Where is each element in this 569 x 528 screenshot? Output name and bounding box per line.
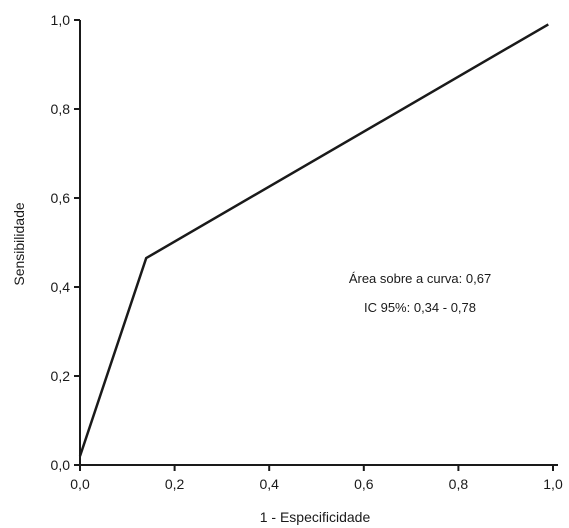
x-tick-label: 1,0 <box>543 476 563 492</box>
x-tick-label: 0,4 <box>259 476 279 492</box>
x-tick-label: 0,8 <box>449 476 469 492</box>
x-tick-label: 0,6 <box>354 476 374 492</box>
axes <box>79 20 558 466</box>
y-tick-label: 0,2 <box>51 368 71 384</box>
y-tick-label: 1,0 <box>51 12 71 28</box>
annotation-ci: IC 95%: 0,34 - 0,78 <box>364 300 476 315</box>
y-axis-title: Sensibilidade <box>11 202 27 285</box>
y-tick-label: 0,4 <box>51 279 71 295</box>
annotation-auc: Área sobre a curva: 0,67 <box>349 271 491 286</box>
y-tick-label: 0,0 <box>51 457 71 473</box>
x-axis-ticks: 0,0 0,2 0,4 0,6 0,8 1,0 <box>70 465 563 492</box>
y-axis-ticks: 0,0 0,2 0,4 0,6 0,8 1,0 <box>51 12 80 473</box>
x-axis-title: 1 - Especificidade <box>260 509 371 525</box>
y-tick-label: 0,8 <box>51 101 71 117</box>
x-tick-label: 0,0 <box>70 476 90 492</box>
x-tick-label: 0,2 <box>165 476 185 492</box>
roc-curve-line <box>78 23 549 457</box>
series-group <box>78 23 549 457</box>
y-tick-label: 0,6 <box>51 190 71 206</box>
